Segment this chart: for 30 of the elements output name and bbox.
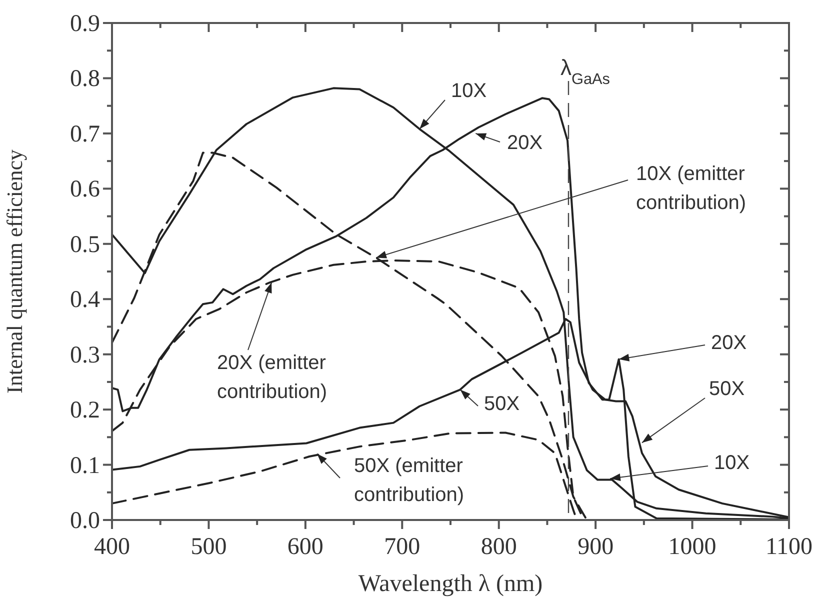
x-tick-label: 900 bbox=[578, 534, 614, 560]
y-tick-label: 0.9 bbox=[70, 11, 100, 37]
annotation: 10X (emitter contribution) bbox=[636, 163, 746, 214]
annotation: 50X bbox=[484, 393, 520, 415]
y-tick-label: 0.2 bbox=[70, 398, 100, 424]
annotation: 10X bbox=[714, 452, 750, 474]
x-tick-label: 1100 bbox=[765, 534, 813, 560]
y-tick-label: 0.5 bbox=[70, 232, 100, 258]
y-tick-label: 0.7 bbox=[70, 121, 100, 148]
ref-line-label: λ$_{GaAs}$ bbox=[560, 55, 610, 88]
annotation: 50X bbox=[709, 378, 745, 400]
y-tick-label: 0.1 bbox=[70, 452, 100, 479]
y-tick-label: 0.6 bbox=[70, 176, 100, 203]
x-tick-label: 700 bbox=[384, 534, 420, 560]
y-tick-label: 0.3 bbox=[70, 342, 100, 368]
annotation: 20X bbox=[507, 132, 543, 154]
y-tick-label: 0.4 bbox=[70, 287, 100, 314]
annotation: 20X (emitter contribution) bbox=[217, 352, 328, 403]
y-tick-label: 0.8 bbox=[70, 66, 100, 92]
x-tick-label: 800 bbox=[480, 534, 517, 560]
annotation: 20X bbox=[711, 332, 747, 354]
x-tick-label: 600 bbox=[287, 534, 324, 560]
annotation: 10X bbox=[451, 80, 487, 102]
annotation: 50X (emitter contribution) bbox=[354, 455, 464, 506]
x-axis-title: Wavelength λ (nm) bbox=[358, 571, 543, 597]
y-tick-label: 0.0 bbox=[70, 508, 100, 534]
x-tick-label: 500 bbox=[190, 534, 227, 560]
y-axis-title: Internal quantum efficiency bbox=[2, 150, 27, 394]
x-tick-label: 400 bbox=[94, 534, 130, 560]
x-tick-label: 1000 bbox=[668, 534, 716, 560]
